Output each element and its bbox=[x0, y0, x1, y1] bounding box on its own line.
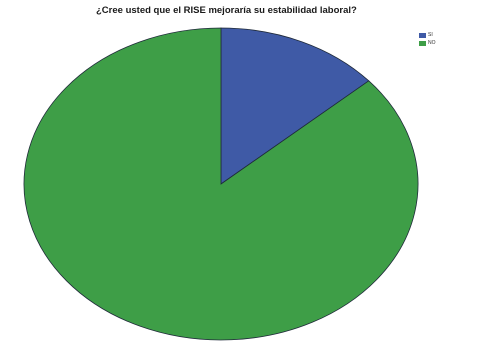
pie-slices bbox=[23, 27, 419, 341]
pie-slice-no bbox=[23, 27, 419, 341]
legend-label-si: SI bbox=[428, 32, 433, 38]
chart-title: ¿Cree usted que el RISE mejoraría su est… bbox=[96, 5, 357, 16]
pie-slice-si bbox=[220, 27, 370, 185]
legend-swatch-no bbox=[419, 40, 426, 46]
legend-item-si: SI bbox=[419, 31, 436, 39]
legend-swatch-si bbox=[419, 32, 426, 38]
legend-item-no: NO bbox=[419, 39, 436, 47]
legend: SI NO bbox=[419, 31, 436, 47]
legend-label-no: NO bbox=[428, 40, 436, 46]
